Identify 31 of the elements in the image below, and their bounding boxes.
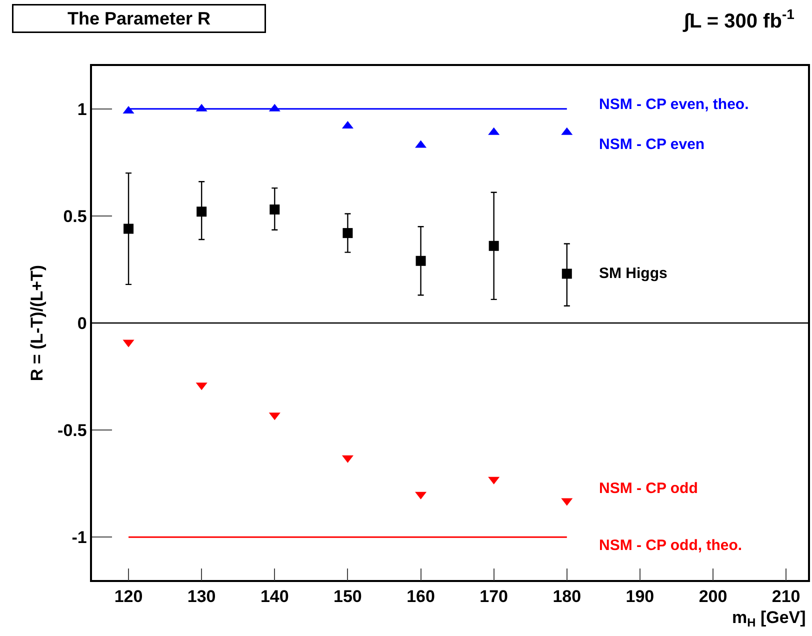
y-tick-label: 1 [77,100,87,119]
x-tick-label: 140 [260,587,289,606]
x-axis-title: m$_{H}$ [GeV] [732,608,806,630]
y-tick-label: 0 [77,314,87,333]
point [488,240,499,251]
point [124,224,134,234]
x-tick-label: 150 [334,587,362,606]
point [562,268,572,279]
point [342,228,353,238]
series-label: NSM - CP odd [599,480,698,497]
series-label: SM Higgs [599,265,668,282]
x-tick-label: 200 [698,587,728,606]
x-tick-label: 170 [480,587,508,606]
chart-title: The Parameter R [67,8,211,28]
y-tick-label: 0.5 [63,206,87,226]
x-tick-label: 190 [626,587,654,606]
x-tick-label: 180 [552,587,582,606]
y-tick-label: -0.5 [58,421,87,440]
series-label: NSM - CP even [599,136,705,153]
point [270,204,280,214]
x-tick-label: 160 [406,587,435,606]
point [416,256,426,266]
y-tick-label: -1 [72,528,87,548]
chart-subtitle: ∫L = 300 fb$^{-1}$ [682,6,795,32]
x-tick-label: 120 [114,587,143,606]
x-tick-label: 210 [772,587,800,606]
point [196,206,207,217]
text: NSM - CP even, theo. [599,96,749,113]
y-axis-title: R = (L-T)/(L+T) [28,264,47,382]
text: NSM - CP odd, theo. [599,537,742,554]
x-tick-label: 130 [187,587,216,606]
